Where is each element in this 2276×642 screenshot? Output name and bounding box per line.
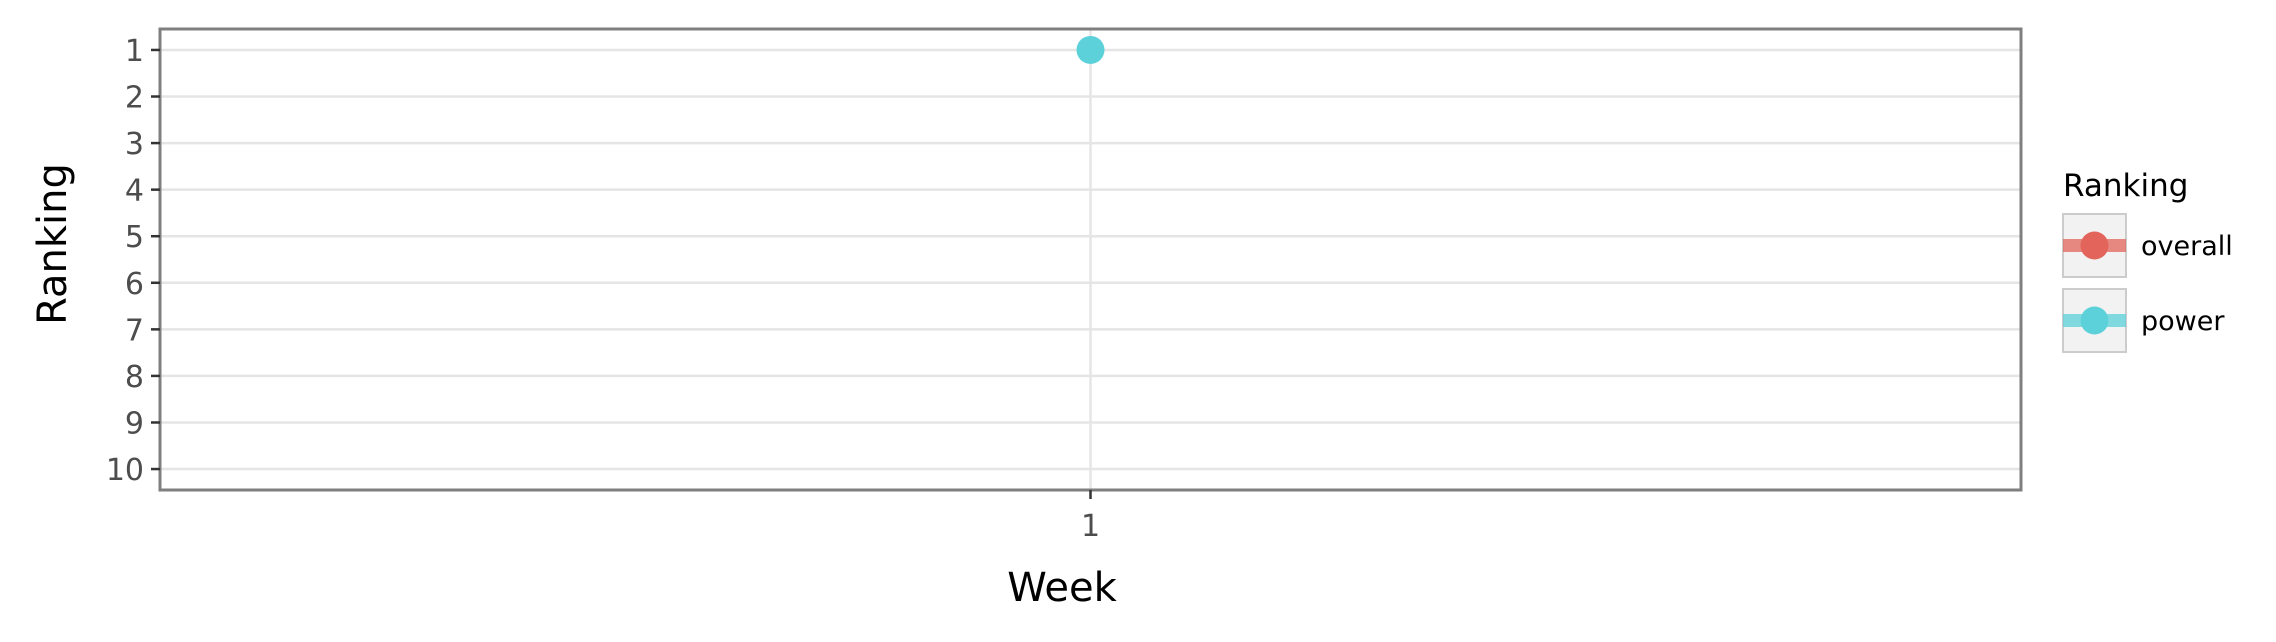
legend-items: overall power — [2062, 213, 2233, 353]
legend-key-point — [2080, 306, 2109, 335]
y-tick-label: 6 — [125, 267, 144, 302]
y-axis: 1 2 3 4 5 6 7 8 9 10 — [106, 34, 160, 488]
y-tick-label: 4 — [125, 174, 144, 209]
data-point-power — [1076, 35, 1105, 64]
y-tick-label: 8 — [125, 360, 144, 395]
legend-label-overall: overall — [2141, 231, 2233, 262]
y-tick-label: 7 — [125, 313, 144, 348]
x-axis: 1 — [1081, 490, 1100, 544]
data-marks — [1076, 35, 1105, 64]
y-tick-label: 1 — [125, 34, 144, 69]
y-tick-label: 3 — [125, 127, 144, 162]
y-axis-title: Ranking — [30, 163, 76, 325]
plot-panel — [158, 27, 2023, 492]
legend-title: Ranking — [2063, 168, 2188, 204]
legend: Ranking overall power — [2062, 168, 2233, 353]
y-tick-label: 5 — [125, 220, 144, 255]
x-tick-label: 1 — [1081, 509, 1100, 544]
legend-label-power: power — [2141, 306, 2225, 337]
y-tick-label: 2 — [125, 81, 144, 116]
y-tick-label: 9 — [125, 406, 144, 441]
x-axis-title: Week — [1007, 565, 1117, 611]
legend-key-point — [2080, 231, 2109, 260]
y-tick-label: 10 — [106, 453, 144, 488]
